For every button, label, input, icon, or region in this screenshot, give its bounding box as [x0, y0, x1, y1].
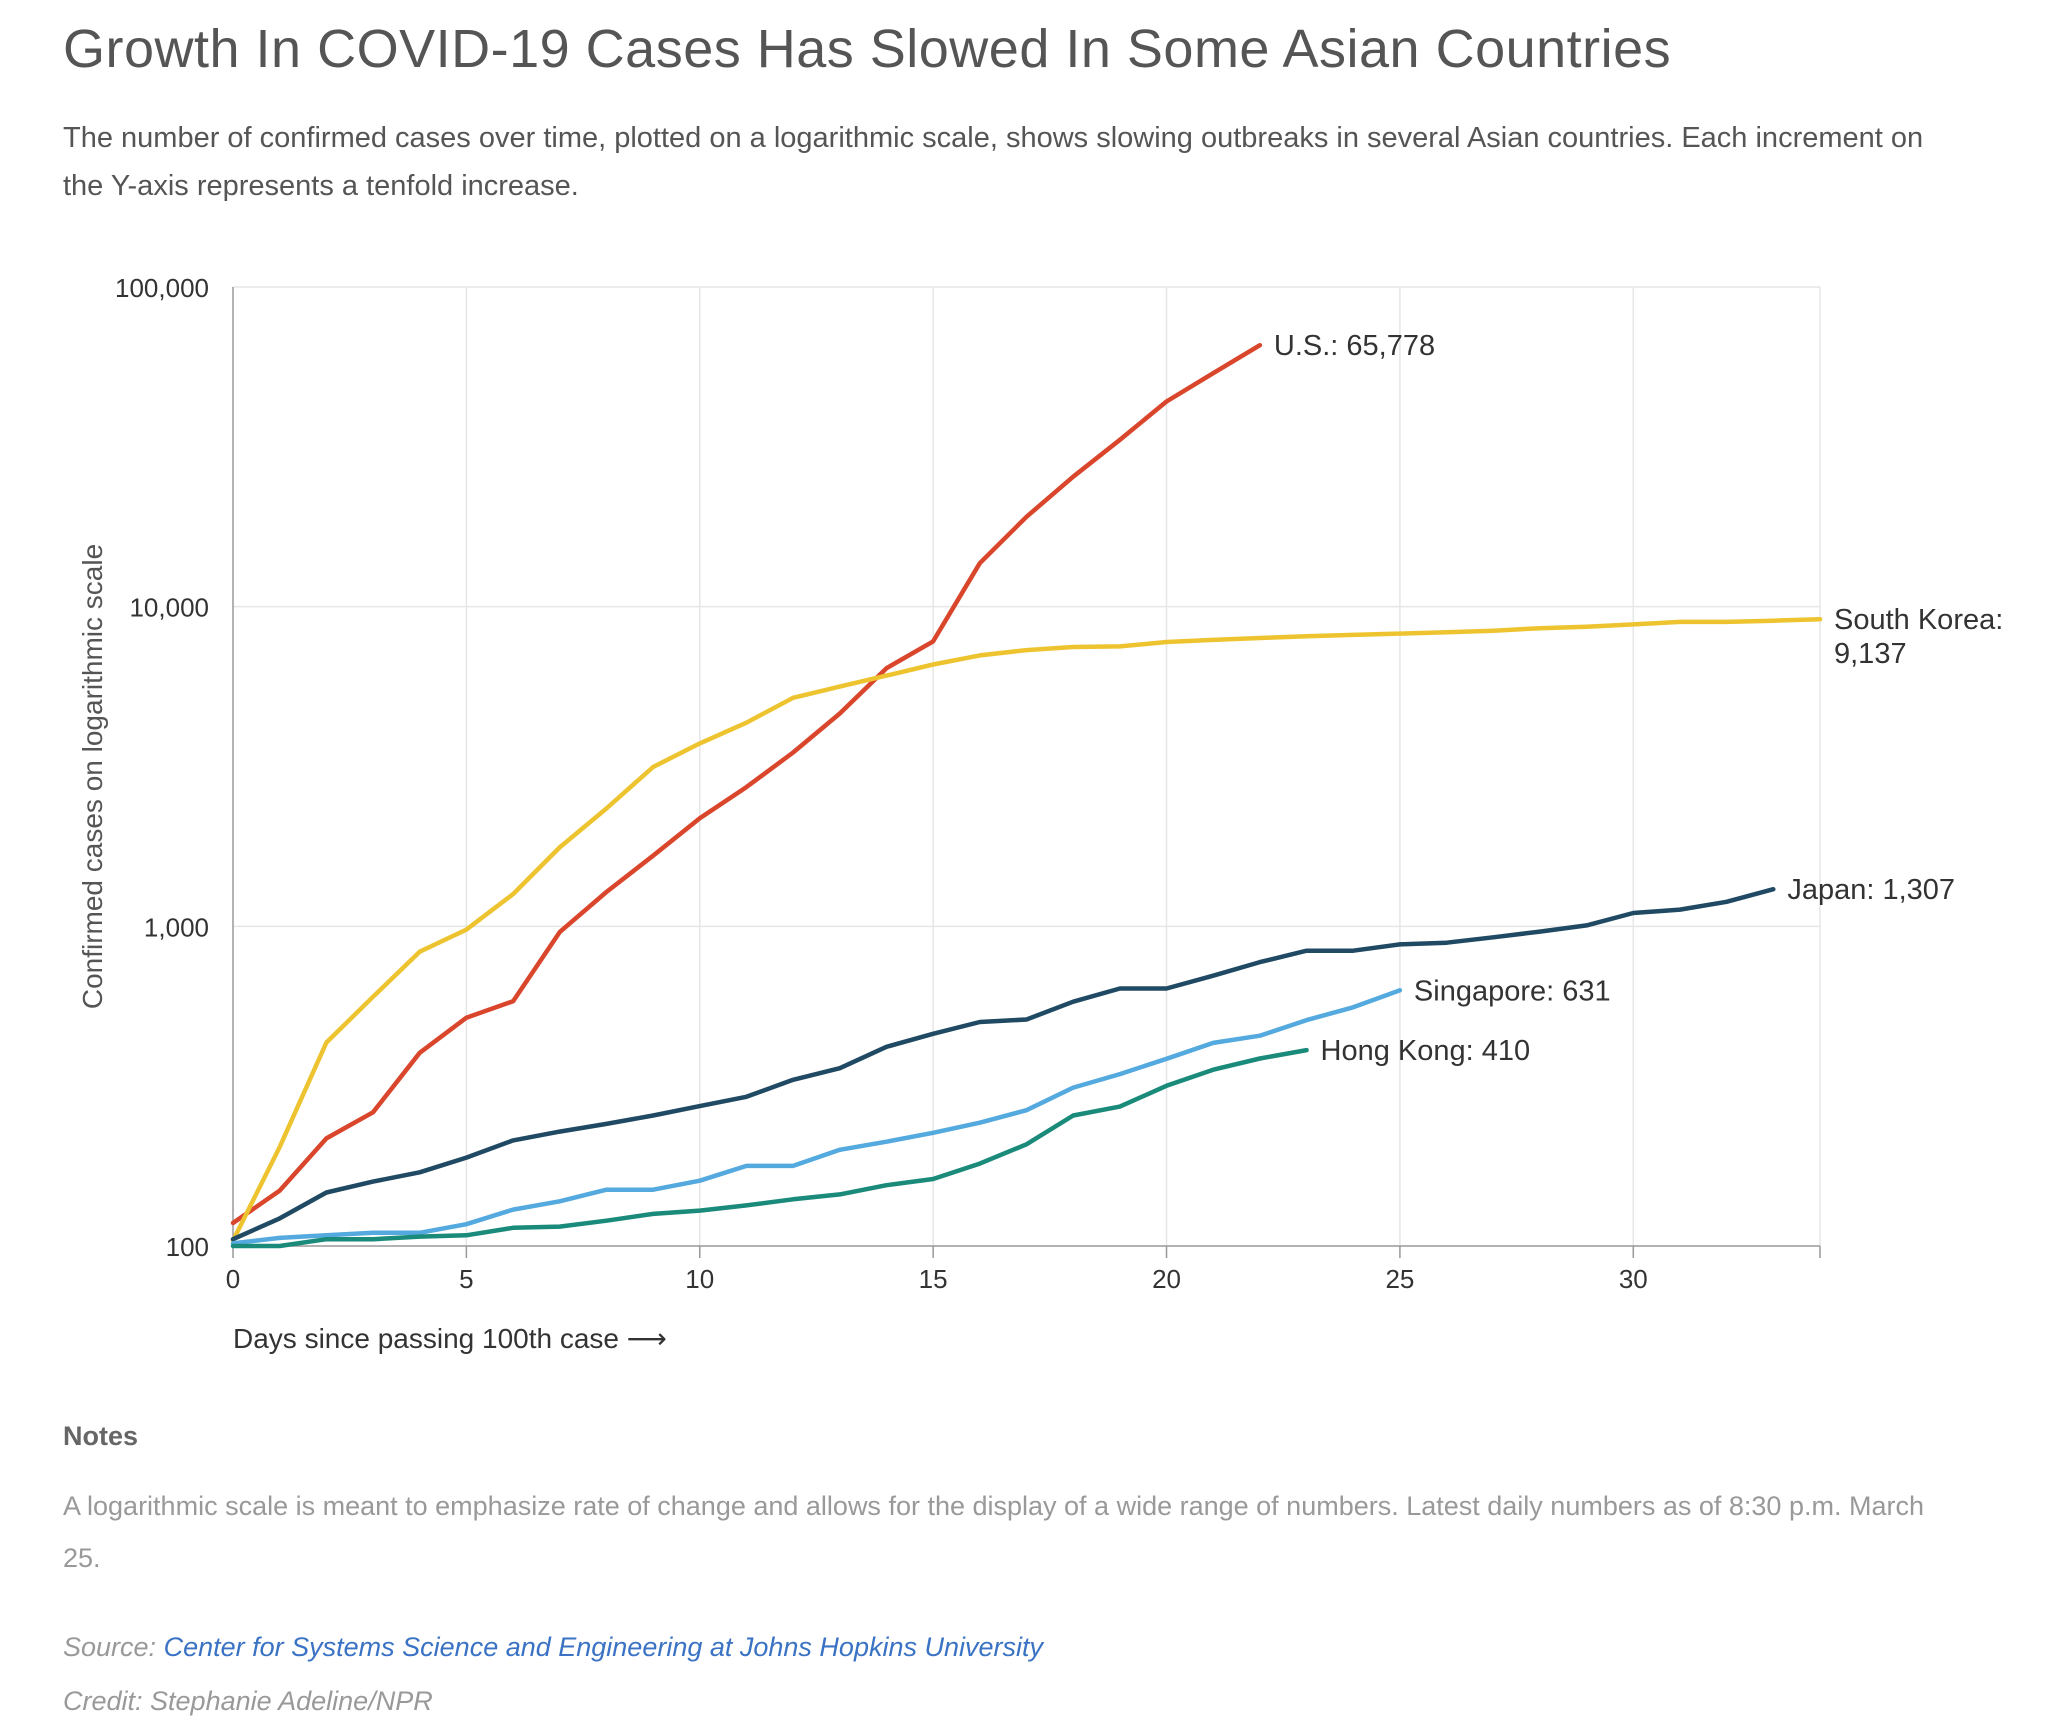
- line-chart: 100 1,000 10,000 100,000 0 5 10 15 20 25 30 Days si…: [77, 273, 2003, 1354]
- x-tick-label: 10: [685, 1264, 714, 1294]
- chart-end-labels: U.S.: 65,778 South Korea: 9,137 Japan: 1,30…: [1274, 330, 2003, 1067]
- series-line-south-korea: [230, 616, 1823, 1243]
- end-label-hong-kong: Hong Kong: 410: [1321, 1035, 1531, 1067]
- y-tick-label: 1,000: [144, 912, 209, 942]
- chart-subtitle: The number of confirmed cases over time,…: [63, 122, 1924, 202]
- series-line-singapore: [230, 988, 1403, 1246]
- chart-axes: 100 1,000 10,000 100,000 0 5 10 15 20 25 30 Days si…: [77, 273, 1821, 1354]
- source-label: Source:: [63, 1632, 157, 1662]
- x-tick-label: 15: [919, 1264, 948, 1294]
- notes-text: A logarithmic scale is meant to emphasiz…: [63, 1491, 1924, 1573]
- end-label-south-korea: South Korea: 9,137: [1834, 604, 2003, 670]
- credit-line: Credit: Stephanie Adeline/NPR: [63, 1686, 433, 1716]
- chart-grid: [233, 286, 1821, 1246]
- y-tick-label: 10,000: [129, 593, 209, 623]
- chart-series: [230, 342, 1823, 1249]
- x-axis-title: Days since passing 100th case ⟶: [233, 1323, 667, 1354]
- notes-heading: Notes: [63, 1421, 139, 1451]
- page-title: Growth In COVID-19 Cases Has Slowed In S…: [63, 19, 1672, 79]
- y-tick-label: 100: [166, 1232, 209, 1262]
- series-line-u-s: [230, 342, 1263, 1226]
- end-label-japan: Japan: 1,307: [1787, 874, 1955, 906]
- y-tick-label: 100,000: [115, 273, 209, 303]
- end-label-u-s: U.S.: 65,778: [1274, 330, 1435, 362]
- x-tick-label: 5: [459, 1264, 473, 1294]
- x-tick-label: 0: [226, 1264, 240, 1294]
- y-axis-title: Confirmed cases on logarithmic scale: [77, 544, 108, 1009]
- x-tick-label: 30: [1619, 1264, 1648, 1294]
- series-line-japan: [230, 886, 1776, 1242]
- source-link[interactable]: Center for Systems Science and Engineeri…: [163, 1632, 1044, 1662]
- x-tick-label: 20: [1152, 1264, 1181, 1294]
- end-label-singapore: Singapore: 631: [1414, 975, 1611, 1007]
- x-tick-label: 25: [1385, 1264, 1414, 1294]
- series-line-hong-kong: [230, 1047, 1309, 1249]
- source-line: Source: Center for Systems Science and E…: [63, 1632, 1043, 1663]
